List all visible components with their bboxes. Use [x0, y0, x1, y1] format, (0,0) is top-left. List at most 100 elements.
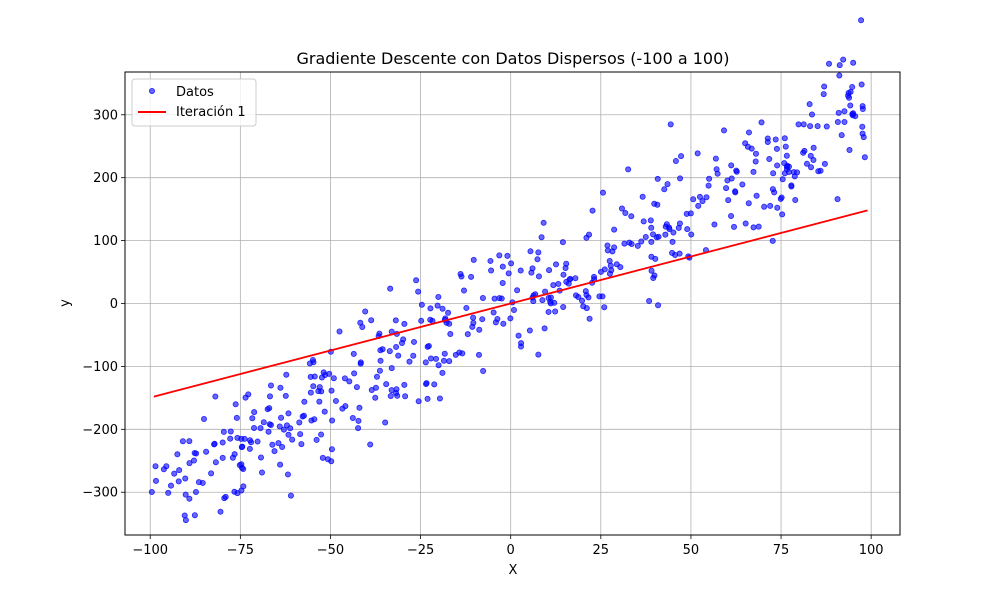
scatter-point	[460, 287, 467, 294]
scatter-point	[814, 123, 821, 130]
scatter-point	[275, 440, 282, 447]
scatter-point	[415, 398, 422, 405]
scatter-point	[367, 441, 374, 448]
scatter-point	[646, 298, 653, 305]
scatter-point	[401, 320, 408, 327]
scatter-point	[285, 410, 292, 417]
x-tick-label: 25	[593, 543, 610, 558]
scatter-point	[470, 319, 477, 326]
scatter-point	[376, 367, 383, 374]
scatter-point	[859, 130, 866, 137]
scatter-point	[260, 419, 267, 426]
scatter-point	[392, 317, 399, 324]
scatter-point	[745, 129, 752, 136]
scatter-point	[435, 362, 442, 369]
scatter-point	[731, 223, 738, 230]
scatter-point	[499, 279, 506, 286]
scatter-point	[227, 428, 234, 435]
scatter-point	[415, 288, 422, 295]
y-tick-label: 300	[93, 108, 118, 123]
scatter-point	[662, 231, 669, 238]
legend-label-iteracion-1: Iteración 1	[176, 105, 246, 120]
scatter-point	[650, 275, 657, 282]
scatter-point	[849, 84, 856, 91]
scatter-point	[427, 355, 434, 362]
scatter-point	[336, 328, 343, 335]
scatter-point	[835, 109, 842, 116]
scatter-point	[728, 175, 735, 182]
scatter-point	[766, 156, 773, 163]
scatter-point	[487, 257, 494, 264]
scatter-point	[277, 384, 284, 391]
scatter-point	[379, 346, 386, 353]
scatter-point	[393, 343, 400, 350]
scatter-point	[479, 316, 486, 323]
scatter-point	[589, 207, 596, 214]
scatter-point	[690, 196, 697, 203]
scatter-point	[861, 154, 868, 161]
scatter-point	[246, 437, 253, 444]
scatter-point	[647, 217, 654, 224]
scatter-point	[785, 168, 792, 175]
scatter-point	[606, 258, 613, 265]
scatter-point	[372, 384, 379, 391]
scatter-point	[394, 392, 401, 399]
scatter-point	[440, 357, 447, 364]
scatter-point	[152, 477, 159, 484]
scatter-point	[386, 348, 393, 355]
scatter-point	[271, 448, 278, 455]
scatter-point	[402, 393, 409, 400]
scatter-point	[468, 273, 475, 280]
scatter-point	[435, 293, 442, 300]
scatter-series-datos	[148, 17, 868, 524]
scatter-point	[774, 204, 781, 211]
scatter-point	[357, 319, 364, 326]
scatter-point	[356, 404, 363, 411]
scatter-point	[815, 168, 822, 175]
scatter-point	[858, 17, 865, 24]
scatter-point	[545, 295, 552, 302]
scatter-point	[723, 185, 730, 192]
scatter-point	[383, 381, 390, 388]
scatter-point	[186, 460, 193, 467]
scatter-point	[279, 444, 286, 451]
scatter-point	[672, 251, 679, 258]
scatter-point	[739, 181, 746, 188]
scatter-point	[728, 212, 735, 219]
line-series-iteracion-1	[153, 209, 868, 398]
scatter-point	[654, 175, 661, 182]
scatter-point	[667, 121, 674, 128]
scatter-point	[208, 470, 215, 477]
x-tick-label: 75	[773, 543, 790, 558]
scatter-point	[507, 315, 514, 322]
scatter-point	[246, 445, 253, 452]
scatter-point	[859, 123, 866, 130]
scatter-point	[858, 81, 865, 88]
scatter-point	[534, 256, 541, 263]
scatter-point	[779, 176, 786, 183]
scatter-point	[666, 224, 673, 231]
scatter-point	[251, 409, 258, 416]
scatter-point	[807, 152, 814, 159]
scatter-point	[330, 375, 337, 382]
scatter-point	[318, 374, 325, 381]
scatter-point	[227, 435, 234, 442]
scatter-point	[277, 461, 284, 468]
scatter-point	[500, 320, 507, 327]
scatter-point	[555, 280, 562, 287]
scatter-point	[582, 288, 589, 295]
scatter-point	[808, 164, 815, 171]
scatter-point	[781, 135, 788, 142]
scatter-point	[368, 317, 375, 324]
scatter-point	[182, 475, 189, 482]
scatter-point	[220, 428, 227, 435]
scatter-point	[733, 168, 740, 175]
scatter-point	[721, 127, 728, 134]
scatter-point	[266, 393, 273, 400]
scatter-point	[436, 395, 443, 402]
scatter-point	[538, 234, 545, 241]
scatter-point	[648, 238, 655, 245]
scatter-point	[311, 416, 318, 423]
scatter-point	[810, 157, 817, 164]
scatter-point	[298, 441, 305, 448]
